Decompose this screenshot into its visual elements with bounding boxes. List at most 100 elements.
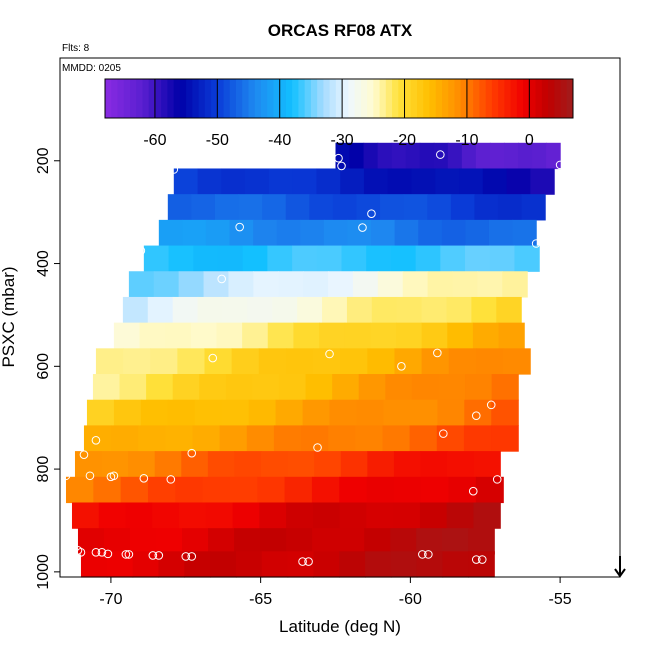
heatmap-cell bbox=[197, 296, 224, 324]
heatmap-cell bbox=[278, 374, 307, 401]
heatmap-cell bbox=[447, 451, 475, 478]
heatmap-cell bbox=[371, 296, 398, 324]
heatmap-cell bbox=[86, 399, 115, 427]
heatmap-cell bbox=[153, 271, 180, 298]
colorbar-swatch bbox=[310, 79, 318, 118]
heatmap-cell bbox=[292, 245, 318, 272]
heatmap-cell bbox=[225, 374, 254, 401]
heatmap-cell bbox=[475, 476, 504, 504]
heatmap-cell bbox=[253, 219, 278, 247]
heatmap-cell bbox=[396, 296, 423, 324]
heatmap-cell bbox=[197, 168, 222, 195]
data-point bbox=[492, 475, 502, 484]
heatmap-cell bbox=[172, 296, 199, 324]
heatmap-cell bbox=[475, 348, 504, 375]
heatmap-cell bbox=[113, 399, 142, 427]
heatmap-cell bbox=[293, 322, 320, 349]
heatmap-cell bbox=[341, 245, 367, 272]
heatmap-cell bbox=[190, 322, 218, 349]
heatmap-cell bbox=[363, 142, 379, 170]
heatmap-cell bbox=[65, 476, 94, 504]
heatmap-cell bbox=[253, 271, 279, 298]
heatmap-cell bbox=[259, 502, 287, 529]
plot-frame bbox=[59, 57, 621, 578]
heatmap-cell bbox=[204, 348, 233, 375]
heatmap-cell bbox=[338, 528, 365, 555]
axes-layer: -70 -65 -60 -55 200 400 600 800 1000 bbox=[35, 147, 572, 608]
heatmap-cell bbox=[419, 502, 448, 529]
heatmap-cell bbox=[173, 168, 199, 195]
heatmap-cell bbox=[242, 322, 269, 349]
heatmap-cell bbox=[402, 271, 429, 298]
heatmap-cell bbox=[238, 194, 263, 221]
heatmap-cell bbox=[231, 348, 260, 375]
heatmap-cell bbox=[390, 551, 418, 578]
heatmap-cell bbox=[252, 374, 280, 401]
heatmap-cell bbox=[192, 425, 221, 452]
heatmap-cell bbox=[287, 551, 315, 578]
heatmap-cell bbox=[216, 322, 243, 349]
x-axis-label: Latitude (deg N) bbox=[279, 617, 401, 636]
heatmap-cell bbox=[205, 502, 234, 529]
x-tick-label: -65 bbox=[249, 591, 272, 608]
colorbar-swatch bbox=[479, 79, 487, 118]
data-point bbox=[367, 209, 376, 218]
heatmap-cell bbox=[278, 271, 304, 298]
heatmap-cell bbox=[344, 322, 371, 349]
colorbar-swatch bbox=[329, 79, 337, 118]
heatmap-cell bbox=[284, 476, 313, 504]
colorbar-swatch bbox=[129, 79, 137, 118]
heatmap-cell bbox=[247, 296, 273, 324]
heatmap-cell bbox=[420, 451, 448, 478]
colorbar-swatch bbox=[105, 79, 112, 118]
data-point bbox=[486, 400, 496, 410]
heatmap-cell bbox=[411, 374, 440, 401]
heatmap-cell bbox=[229, 219, 254, 247]
heatmap-cell bbox=[395, 322, 423, 349]
heatmap-cell bbox=[433, 142, 449, 170]
heatmap-cell bbox=[393, 476, 422, 504]
heatmap-cell bbox=[438, 374, 466, 401]
colorbar-swatch bbox=[392, 79, 399, 118]
colorbar-swatch bbox=[367, 79, 374, 118]
colorbar-swatch bbox=[279, 79, 287, 118]
heatmap-cell bbox=[199, 374, 227, 401]
heatmap-cell bbox=[459, 168, 484, 195]
colorbar-tick-label: 0 bbox=[525, 132, 534, 149]
heatmap-cell bbox=[140, 399, 169, 427]
data-point bbox=[436, 150, 445, 159]
heatmap-cell bbox=[322, 296, 348, 324]
heatmap-cell bbox=[95, 348, 124, 375]
heatmap-cell bbox=[203, 271, 230, 298]
data-point bbox=[121, 550, 131, 559]
data-point bbox=[418, 550, 427, 559]
colorbar-swatch bbox=[223, 79, 231, 118]
y-tick-label: 200 bbox=[35, 147, 52, 174]
data-point bbox=[433, 348, 442, 358]
heatmap-cell bbox=[441, 219, 466, 247]
heatmap-cell bbox=[261, 551, 289, 578]
colorbar-swatch bbox=[242, 79, 250, 118]
heatmap-cell bbox=[503, 348, 531, 375]
data-point bbox=[109, 471, 119, 481]
data-point bbox=[337, 161, 346, 171]
heatmap-cell bbox=[390, 245, 417, 272]
heatmap-cell bbox=[452, 271, 478, 298]
heatmap-cell bbox=[221, 399, 250, 427]
heatmap-cell bbox=[208, 528, 235, 555]
data-point bbox=[304, 557, 313, 566]
data-point bbox=[136, 246, 146, 255]
heatmap-cell bbox=[305, 374, 333, 401]
heatmap-cell bbox=[101, 451, 129, 478]
heatmap-cell bbox=[214, 194, 240, 221]
heatmap-cell bbox=[276, 219, 301, 247]
colorbar-swatch bbox=[292, 79, 299, 118]
heatmap-cell bbox=[309, 194, 334, 221]
heatmap-cell bbox=[175, 476, 204, 504]
heatmap-cell bbox=[349, 142, 365, 170]
colorbar-swatch bbox=[285, 79, 293, 118]
heatmap-cell bbox=[514, 245, 540, 272]
heatmap-cell bbox=[287, 451, 315, 478]
heatmap-cell bbox=[394, 219, 419, 247]
colorbar-swatch bbox=[448, 79, 455, 118]
